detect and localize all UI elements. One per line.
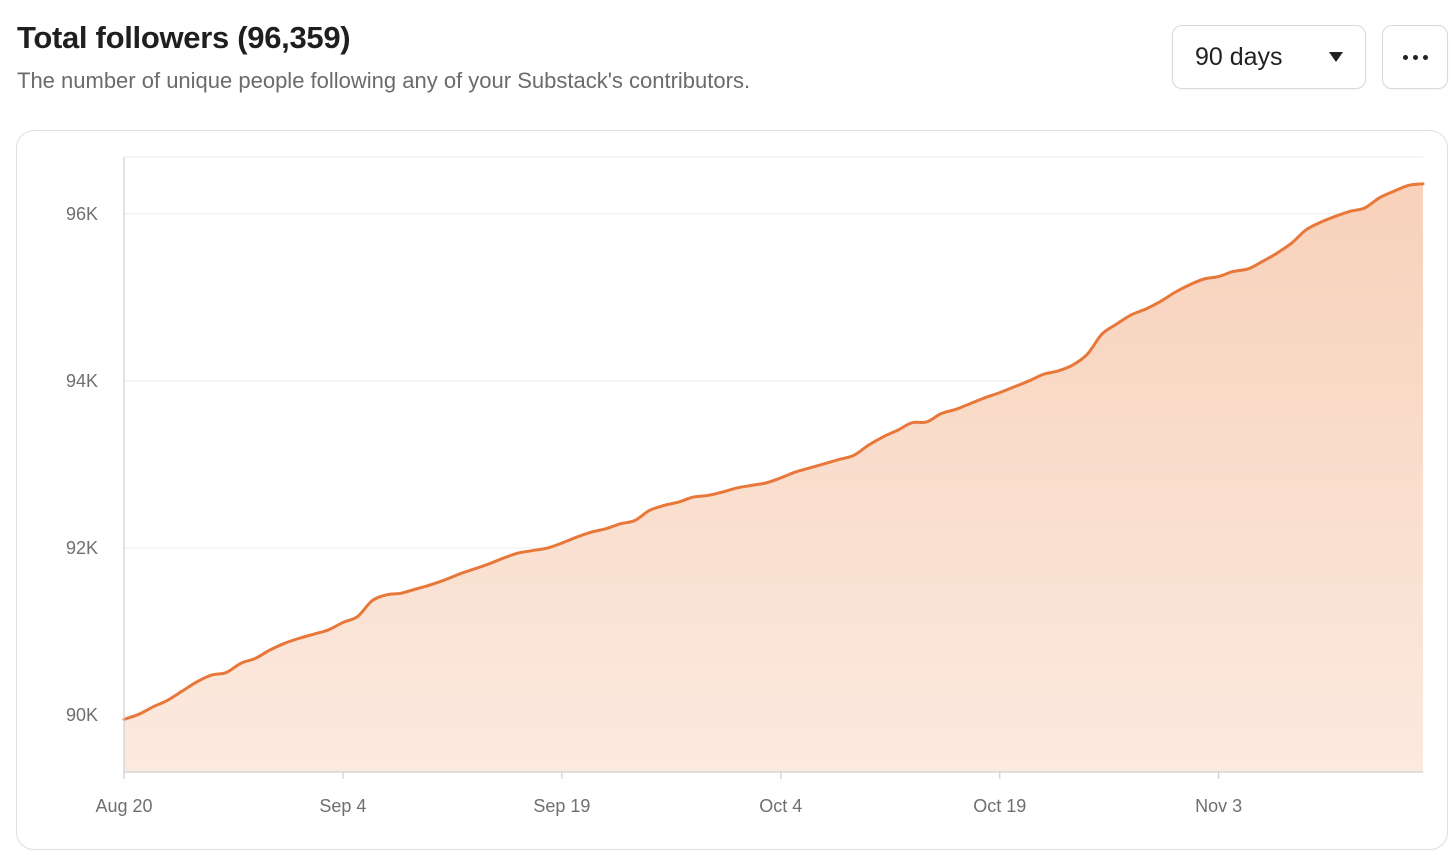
more-options-button[interactable] — [1382, 25, 1448, 89]
y-tick-label: 90K — [66, 705, 98, 725]
x-tick-label: Sep 4 — [319, 796, 366, 816]
series-line — [122, 182, 1425, 721]
caret-down-icon — [1329, 52, 1343, 62]
x-tick-label: Nov 3 — [1195, 796, 1242, 816]
followers-area-chart: 90K 92K 94K 96K Aug 20 Sep 4 Sep 19 Oct 4 Oct 19… — [66, 156, 1425, 816]
page-subtitle: The number of unique people following an… — [17, 68, 751, 93]
y-tick-label: 92K — [66, 538, 98, 558]
more-horizontal-icon — [1400, 54, 1430, 60]
date-range-label: 90 days — [1195, 42, 1283, 71]
page-title: Total followers (96,359) — [17, 20, 351, 55]
chart-card: 90K 92K 94K 96K Aug 20 Sep 4 Sep 19 Oct 4 Oct 19… — [16, 130, 1448, 850]
y-tick-label: 94K — [66, 371, 98, 391]
x-tick-label: Aug 20 — [95, 796, 152, 816]
x-tick-label: Oct 4 — [759, 796, 802, 816]
date-range-select[interactable]: 90 days — [1172, 25, 1366, 89]
y-tick-label: 96K — [66, 204, 98, 224]
series-area — [124, 183, 1423, 772]
x-tick-label: Sep 19 — [533, 796, 590, 816]
x-tick-label: Oct 19 — [973, 796, 1026, 816]
